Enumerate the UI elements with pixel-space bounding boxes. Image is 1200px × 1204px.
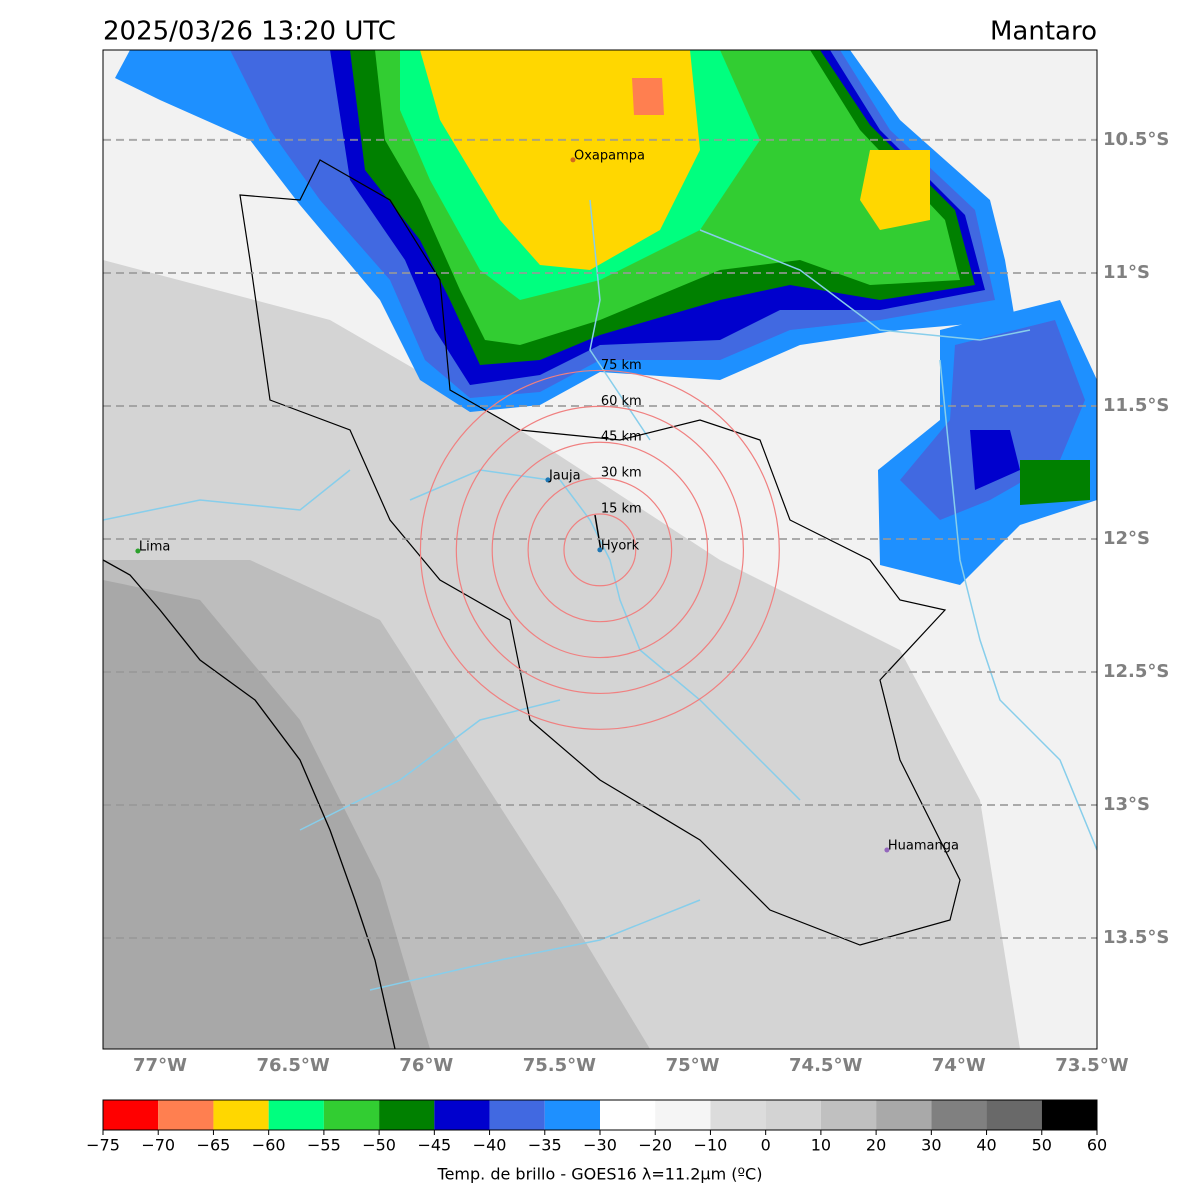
cloud xyxy=(970,430,1020,490)
place-marker xyxy=(570,157,576,163)
cloud xyxy=(632,78,664,115)
colorbar-tick-label: 40 xyxy=(976,1136,996,1155)
y-tick-label: 12°S xyxy=(1103,528,1150,549)
river xyxy=(939,359,1097,851)
place-label: Huamanga xyxy=(888,838,959,853)
colorbar-tick-label: −35 xyxy=(528,1136,562,1155)
overlay: 15 km 30 km 45 km 60 km 75 km Oxapampa Jauja Hy… xyxy=(103,138,1097,940)
y-tick-label: 10.5°S xyxy=(1103,129,1169,150)
title: 2025/03/26 13:20 UTC xyxy=(103,17,396,47)
place-label: Lima xyxy=(139,539,170,554)
colorbar-tick-label: −75 xyxy=(86,1136,120,1155)
place-label: Jauja xyxy=(548,468,581,483)
colorbar-segment xyxy=(986,1100,1042,1130)
ring-label: 15 km xyxy=(601,502,642,517)
x-tick-label: 74.5°W xyxy=(789,1055,862,1076)
basin-outline xyxy=(239,159,961,946)
ring-label: 30 km xyxy=(601,466,642,481)
colorbar-segment xyxy=(489,1100,545,1130)
colorbar-tick-label: 0 xyxy=(761,1136,771,1155)
x-tick-label: 76.5°W xyxy=(256,1055,329,1076)
river xyxy=(589,199,651,441)
y-tick-label: 11°S xyxy=(1103,262,1150,283)
colorbar-tick-label: −55 xyxy=(307,1136,341,1155)
cloud xyxy=(1020,460,1090,505)
colorbar-segment xyxy=(213,1100,269,1130)
ring-label: 45 km xyxy=(601,430,642,445)
colorbar-tick-label: 20 xyxy=(866,1136,886,1155)
colorbar-segment xyxy=(544,1100,600,1130)
colorbar-segment xyxy=(1041,1100,1097,1130)
coastline xyxy=(103,559,396,1049)
colorbar-tick-label: −65 xyxy=(197,1136,231,1155)
colorbar-tick-label: 50 xyxy=(1032,1136,1052,1155)
range-ring xyxy=(419,369,780,730)
colorbar-segment xyxy=(876,1100,932,1130)
colorbar-segment xyxy=(600,1100,656,1130)
ring-label: 60 km xyxy=(601,394,642,409)
place-marker xyxy=(135,548,141,554)
x-tick-label: 76°W xyxy=(399,1055,453,1076)
region-name: Mantaro xyxy=(990,17,1097,47)
colorbar-tick-label: 10 xyxy=(811,1136,831,1155)
colorbar-segment xyxy=(323,1100,380,1130)
colorbar-tick-label: −70 xyxy=(141,1136,175,1155)
cloud xyxy=(420,50,700,270)
range-ring xyxy=(491,441,709,659)
place-label: Oxapampa xyxy=(574,148,645,163)
colorbar-tick-label: −60 xyxy=(252,1136,286,1155)
range-ring xyxy=(455,405,745,695)
x-tick-label: 75°W xyxy=(666,1055,720,1076)
colorbar-tick-label: −20 xyxy=(638,1136,672,1155)
colorbar-segment xyxy=(765,1100,821,1130)
ring-label: 75 km xyxy=(601,358,642,373)
x-tick-label: 74°W xyxy=(932,1055,986,1076)
river xyxy=(559,479,801,801)
colorbar-segment xyxy=(434,1100,490,1130)
colorbar-tick-label: −45 xyxy=(417,1136,451,1155)
map-frame xyxy=(102,49,1098,1050)
cloud xyxy=(860,150,930,230)
x-tick-label: 77°W xyxy=(133,1055,187,1076)
colorbar-tick-label: −10 xyxy=(694,1136,728,1155)
colorbar-segment xyxy=(655,1100,711,1130)
place-marker xyxy=(884,847,890,853)
river xyxy=(699,229,1031,341)
river xyxy=(103,469,351,521)
colorbar-segment xyxy=(710,1100,766,1130)
colorbar-tick-label: −50 xyxy=(362,1136,396,1155)
range-ring xyxy=(563,513,637,587)
y-tick-label: 12.5°S xyxy=(1103,661,1169,682)
y-tick-label: 11.5°S xyxy=(1103,395,1169,416)
colorbar-label: Temp. de brillo - GOES16 λ=11.2μm (ºC) xyxy=(437,1165,763,1184)
colorbar-segment xyxy=(931,1100,987,1130)
y-tick-label: 13°S xyxy=(1103,794,1150,815)
place-marker xyxy=(545,477,551,483)
colorbar-tick-label: −30 xyxy=(583,1136,617,1155)
x-tick-label: 73.5°W xyxy=(1055,1055,1128,1076)
colorbar-tick-label: −40 xyxy=(473,1136,507,1155)
place-label: Hyork xyxy=(601,538,640,553)
colorbar-segment xyxy=(103,1100,159,1130)
coast-area xyxy=(103,580,430,1049)
direction-line xyxy=(594,514,602,552)
colorbar-segment xyxy=(820,1100,877,1130)
colorbar-segment xyxy=(379,1100,435,1130)
river xyxy=(369,899,701,991)
imagery xyxy=(103,50,1097,1049)
x-tick-label: 75.5°W xyxy=(523,1055,596,1076)
colorbar-tick-label: 30 xyxy=(921,1136,941,1155)
colorbar-segment xyxy=(158,1100,214,1130)
place-marker xyxy=(597,547,603,553)
y-tick-label: 13.5°S xyxy=(1103,927,1169,948)
colorbar-tick-label: 60 xyxy=(1087,1136,1107,1155)
colorbar-segment xyxy=(268,1100,324,1130)
range-ring xyxy=(527,477,673,623)
